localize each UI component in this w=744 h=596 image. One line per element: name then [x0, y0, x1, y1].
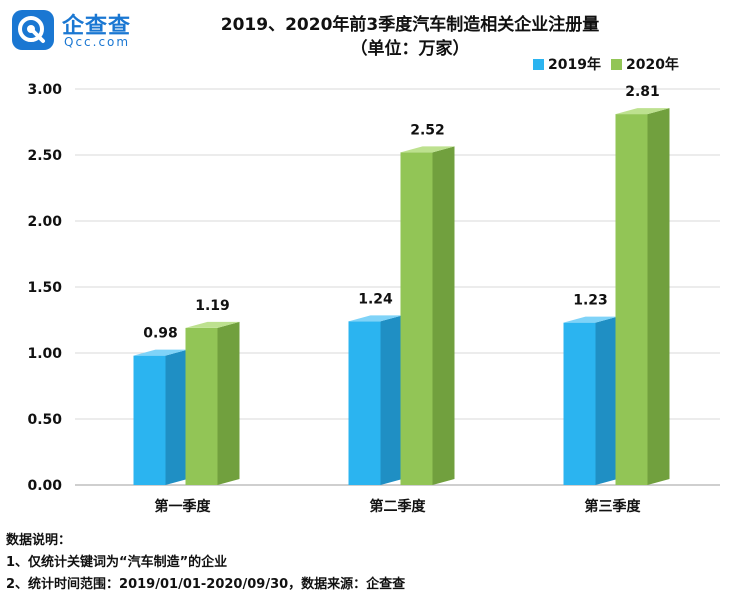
bar-front-2020年-第三季度: [615, 114, 648, 485]
data-label: 0.98: [143, 326, 178, 342]
data-label: 2.52: [410, 122, 445, 138]
bar-front-2020年-第二季度: [400, 152, 433, 486]
bar-top-2020年-第二季度: [400, 146, 455, 153]
bar-side-2019年-第三季度: [595, 316, 618, 485]
bar-top-2020年-第三季度: [615, 108, 670, 115]
legend-label-2019: 2019年: [548, 57, 601, 73]
notes-item-2: 2、统计时间范围：2019/01/01-2020/09/30，数据来源：企查查: [6, 577, 406, 592]
data-notes: 数据说明： 1、仅统计关键词为“汽车制造”的企业 2、统计时间范围：2019/0…: [6, 530, 405, 596]
bar-front-2019年-第三季度: [563, 322, 596, 485]
y-tick-label: 2.50: [27, 148, 62, 164]
bar-front-2020年-第一季度: [185, 327, 218, 485]
bar-top-2019年-第二季度: [348, 315, 403, 322]
logo-name-en: Qcc.com: [64, 35, 131, 49]
chart-title: 2019、2020年前3季度汽车制造相关企业注册量: [220, 15, 600, 35]
legend-swatch-2019: [533, 58, 544, 70]
bar-front-2019年-第二季度: [348, 321, 381, 485]
x-category-label: 第一季度: [155, 498, 212, 515]
data-label: 1.19: [195, 298, 230, 314]
y-tick-label: 0.00: [27, 478, 62, 494]
legend-item-2020: 2020年: [610, 54, 679, 74]
bar-side-2019年-第一季度: [165, 349, 188, 485]
y-tick-label: 0.50: [27, 412, 62, 428]
x-category-label: 第二季度: [370, 498, 427, 515]
chart-legend: 2019年 2020年: [533, 54, 689, 74]
logo-name-cn: 企查查: [62, 14, 132, 39]
bar-side-2020年-第二季度: [432, 146, 455, 486]
bar-top-2019年-第一季度: [133, 349, 188, 356]
bar-top-2020年-第一季度: [185, 321, 240, 328]
legend-label-2020: 2020年: [625, 57, 679, 73]
legend-swatch-2020: [610, 58, 622, 70]
bar-top-2019年-第三季度: [563, 316, 618, 323]
qcc-logo-icon: [12, 10, 54, 50]
qcc-logo: 企查查 Qcc.com: [10, 8, 160, 54]
y-tick-label: 1.00: [27, 346, 62, 362]
notes-heading: 数据说明：: [6, 533, 72, 548]
notes-item-1: 1、仅统计关键词为“汽车制造”的企业: [6, 555, 228, 570]
x-category-label: 第三季度: [585, 498, 642, 515]
data-label: 1.23: [573, 293, 608, 309]
bar-chart: 0.00 0.50 1.00 1.50 2.00 2.50 3.00 0.98 1.19 第一季度…: [27, 82, 720, 515]
bar-side-2019年-第二季度: [380, 315, 403, 485]
y-tick-label: 2.00: [27, 214, 62, 230]
legend-item-2019: 2019年: [533, 54, 601, 74]
bar-side-2020年-第一季度: [217, 321, 240, 485]
bar-side-2020年-第三季度: [647, 108, 670, 485]
data-label: 1.24: [358, 291, 393, 307]
y-tick-label: 3.00: [27, 82, 62, 98]
data-label: 2.81: [625, 84, 660, 100]
bar-front-2019年-第一季度: [133, 355, 166, 485]
chart-subtitle: （单位：万家）: [350, 39, 470, 59]
y-tick-label: 1.50: [27, 280, 62, 296]
